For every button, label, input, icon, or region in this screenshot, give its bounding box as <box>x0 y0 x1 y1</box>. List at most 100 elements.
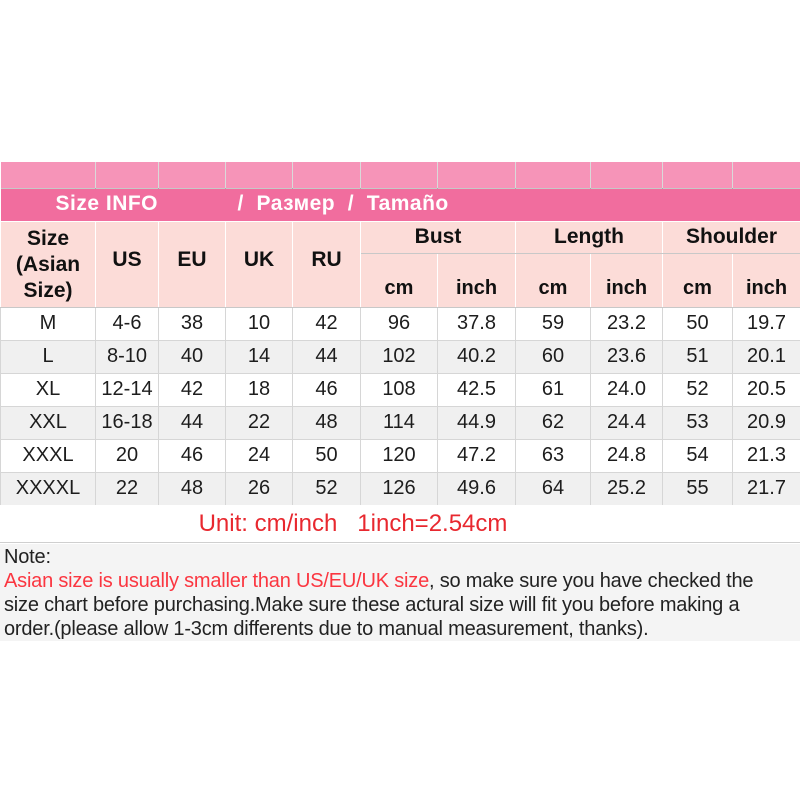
header-uk: UK <box>225 220 293 308</box>
cell-length-inch: 24.4 <box>590 405 663 440</box>
cell-shoulder-inch: 19.7 <box>732 306 800 341</box>
cell-size: M <box>0 306 96 341</box>
cell-length-inch: 24.0 <box>590 372 663 407</box>
pink-cell <box>732 162 800 189</box>
table-row: M 4-6 38 10 42 96 37.8 59 23.2 50 19.7 <box>0 306 800 341</box>
decorative-pink-row <box>0 162 800 189</box>
pink-cell <box>0 162 96 189</box>
cell-bust-cm: 96 <box>360 306 438 341</box>
cell-length-cm: 59 <box>515 306 591 341</box>
cell-shoulder-cm: 53 <box>662 405 733 440</box>
pink-cell <box>515 162 591 189</box>
table-title: Size INFO <box>55 191 159 215</box>
cell-uk: 18 <box>225 372 293 407</box>
header-size-asian: Size (Asian Size) <box>0 220 96 308</box>
cell-size: XXL <box>0 405 96 440</box>
size-chart-table: Size INFO / Размер / Tamaño Size (Asian … <box>0 162 800 506</box>
cell-length-cm: 61 <box>515 372 591 407</box>
header-shoulder: Shoulder <box>662 220 800 254</box>
pink-cell <box>437 162 516 189</box>
note-line-1: Asian size is usually smaller than US/EU… <box>4 569 796 593</box>
cell-ru: 42 <box>292 306 361 341</box>
unit-note-row: Unit: cm/inch 1inch=2.54cm <box>0 505 800 543</box>
cell-length-inch: 23.6 <box>590 339 663 374</box>
cell-bust-inch: 40.2 <box>437 339 516 374</box>
cell-eu: 48 <box>158 471 226 506</box>
header-ru: RU <box>292 220 361 308</box>
header-bust: Bust <box>360 220 516 254</box>
cell-us: 16-18 <box>95 405 159 440</box>
cell-length-cm: 62 <box>515 405 591 440</box>
cell-length-cm: 64 <box>515 471 591 506</box>
header-shoulder-cm: cm <box>662 252 733 308</box>
header-shoulder-inch: inch <box>732 252 800 308</box>
cell-ru: 48 <box>292 405 361 440</box>
cell-bust-cm: 108 <box>360 372 438 407</box>
pink-cell <box>360 162 438 189</box>
unit-note-text: Unit: cm/inch 1inch=2.54cm <box>198 510 508 537</box>
cell-uk: 14 <box>225 339 293 374</box>
header-eu: EU <box>158 220 226 308</box>
cell-us: 20 <box>95 438 159 473</box>
cell-length-cm: 63 <box>515 438 591 473</box>
cell-shoulder-inch: 21.7 <box>732 471 800 506</box>
cell-ru: 50 <box>292 438 361 473</box>
note-label: Note: <box>4 546 51 568</box>
pink-cell <box>292 162 361 189</box>
header-size-line3: Size) <box>23 278 73 302</box>
note-line-2: size chart before purchasing.Make sure t… <box>4 594 740 616</box>
header-us: US <box>95 220 159 308</box>
cell-shoulder-cm: 50 <box>662 306 733 341</box>
cell-eu: 44 <box>158 405 226 440</box>
header-length: Length <box>515 220 663 254</box>
cell-bust-inch: 42.5 <box>437 372 516 407</box>
cell-size: XL <box>0 372 96 407</box>
cell-shoulder-inch: 20.9 <box>732 405 800 440</box>
pink-cell <box>95 162 159 189</box>
pink-cell <box>158 162 226 189</box>
note-section: Note: Asian size is usually smaller than… <box>0 544 800 641</box>
cell-ru: 44 <box>292 339 361 374</box>
cell-ru: 52 <box>292 471 361 506</box>
cell-uk: 26 <box>225 471 293 506</box>
cell-bust-cm: 120 <box>360 438 438 473</box>
cell-size: XXXXL <box>0 471 96 506</box>
cell-bust-inch: 37.8 <box>437 306 516 341</box>
cell-size: L <box>0 339 96 374</box>
cell-length-inch: 23.2 <box>590 306 663 341</box>
header-size-line1: Size <box>26 226 70 250</box>
cell-ru: 46 <box>292 372 361 407</box>
title-band-row: Size INFO / Размер / Tamaño <box>0 188 800 221</box>
cell-us: 8-10 <box>95 339 159 374</box>
cell-us: 4-6 <box>95 306 159 341</box>
title-band: Size INFO / Размер / Tamaño <box>0 188 800 221</box>
cell-shoulder-cm: 51 <box>662 339 733 374</box>
note-line1-red: Asian size is usually smaller than US/EU… <box>4 570 429 592</box>
cell-shoulder-inch: 21.3 <box>732 438 800 473</box>
pink-cell <box>590 162 663 189</box>
cell-us: 22 <box>95 471 159 506</box>
header-row-units: cm inch cm inch cm inch <box>1 252 800 308</box>
note-line-3: order.(please allow 1-3cm differents due… <box>4 618 649 640</box>
table-title-translations: / Размер / Tamaño <box>237 191 449 215</box>
header-bust-inch: inch <box>437 252 516 308</box>
cell-bust-cm: 114 <box>360 405 438 440</box>
cell-length-inch: 25.2 <box>590 471 663 506</box>
cell-size: XXXL <box>0 438 96 473</box>
cell-us: 12-14 <box>95 372 159 407</box>
cell-length-cm: 60 <box>515 339 591 374</box>
table-row: XXL 16-18 44 22 48 114 44.9 62 24.4 53 2… <box>0 405 800 440</box>
cell-bust-inch: 44.9 <box>437 405 516 440</box>
table-row: XXXL 20 46 24 50 120 47.2 63 24.8 54 21.… <box>0 438 800 473</box>
cell-length-inch: 24.8 <box>590 438 663 473</box>
pink-cell <box>225 162 293 189</box>
cell-shoulder-inch: 20.1 <box>732 339 800 374</box>
cell-uk: 22 <box>225 405 293 440</box>
note-line1-black: , so make sure you have checked the <box>429 570 754 592</box>
table-row: XXXXL 22 48 26 52 126 49.6 64 25.2 55 21… <box>0 471 800 506</box>
header-size-line2: (Asian <box>15 252 81 276</box>
table-row: L 8-10 40 14 44 102 40.2 60 23.6 51 20.1 <box>0 339 800 374</box>
cell-shoulder-cm: 55 <box>662 471 733 506</box>
cell-bust-inch: 47.2 <box>437 438 516 473</box>
